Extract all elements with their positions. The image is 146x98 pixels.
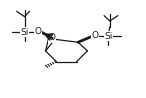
Text: O: O <box>48 33 55 42</box>
Text: Si: Si <box>20 28 29 37</box>
Text: Si: Si <box>104 32 113 41</box>
Text: O: O <box>34 27 41 36</box>
Text: O: O <box>92 31 99 40</box>
